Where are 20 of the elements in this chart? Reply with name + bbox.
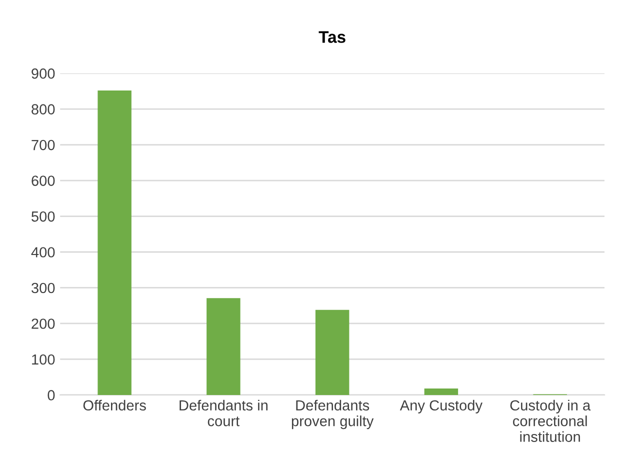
bar bbox=[98, 90, 132, 395]
x-tick-label: Defendants in court bbox=[180, 400, 268, 426]
x-tick-label: Defendants proven guilty bbox=[292, 400, 374, 430]
y-tick-label: 500 bbox=[32, 211, 55, 222]
y-tick-label: 600 bbox=[32, 176, 55, 186]
y-tick-label: 900 bbox=[32, 68, 55, 79]
chart-title: Tas bbox=[318, 31, 346, 43]
bar bbox=[315, 310, 350, 395]
x-tick-label: Offenders bbox=[83, 400, 146, 411]
x-tick-label: Custody in a correctional institution bbox=[510, 400, 591, 442]
y-tick-label: 100 bbox=[32, 354, 55, 365]
y-tick-label: 700 bbox=[32, 140, 55, 150]
y-tick-label: 0 bbox=[48, 390, 55, 400]
y-tick-label: 300 bbox=[32, 282, 55, 294]
y-tick-label: 400 bbox=[31, 247, 55, 258]
x-tick-label: Any Custody bbox=[400, 400, 483, 414]
bar bbox=[424, 388, 458, 395]
y-tick-label: 200 bbox=[32, 318, 55, 329]
bar bbox=[206, 298, 240, 395]
y-tick-label: 800 bbox=[32, 104, 55, 114]
